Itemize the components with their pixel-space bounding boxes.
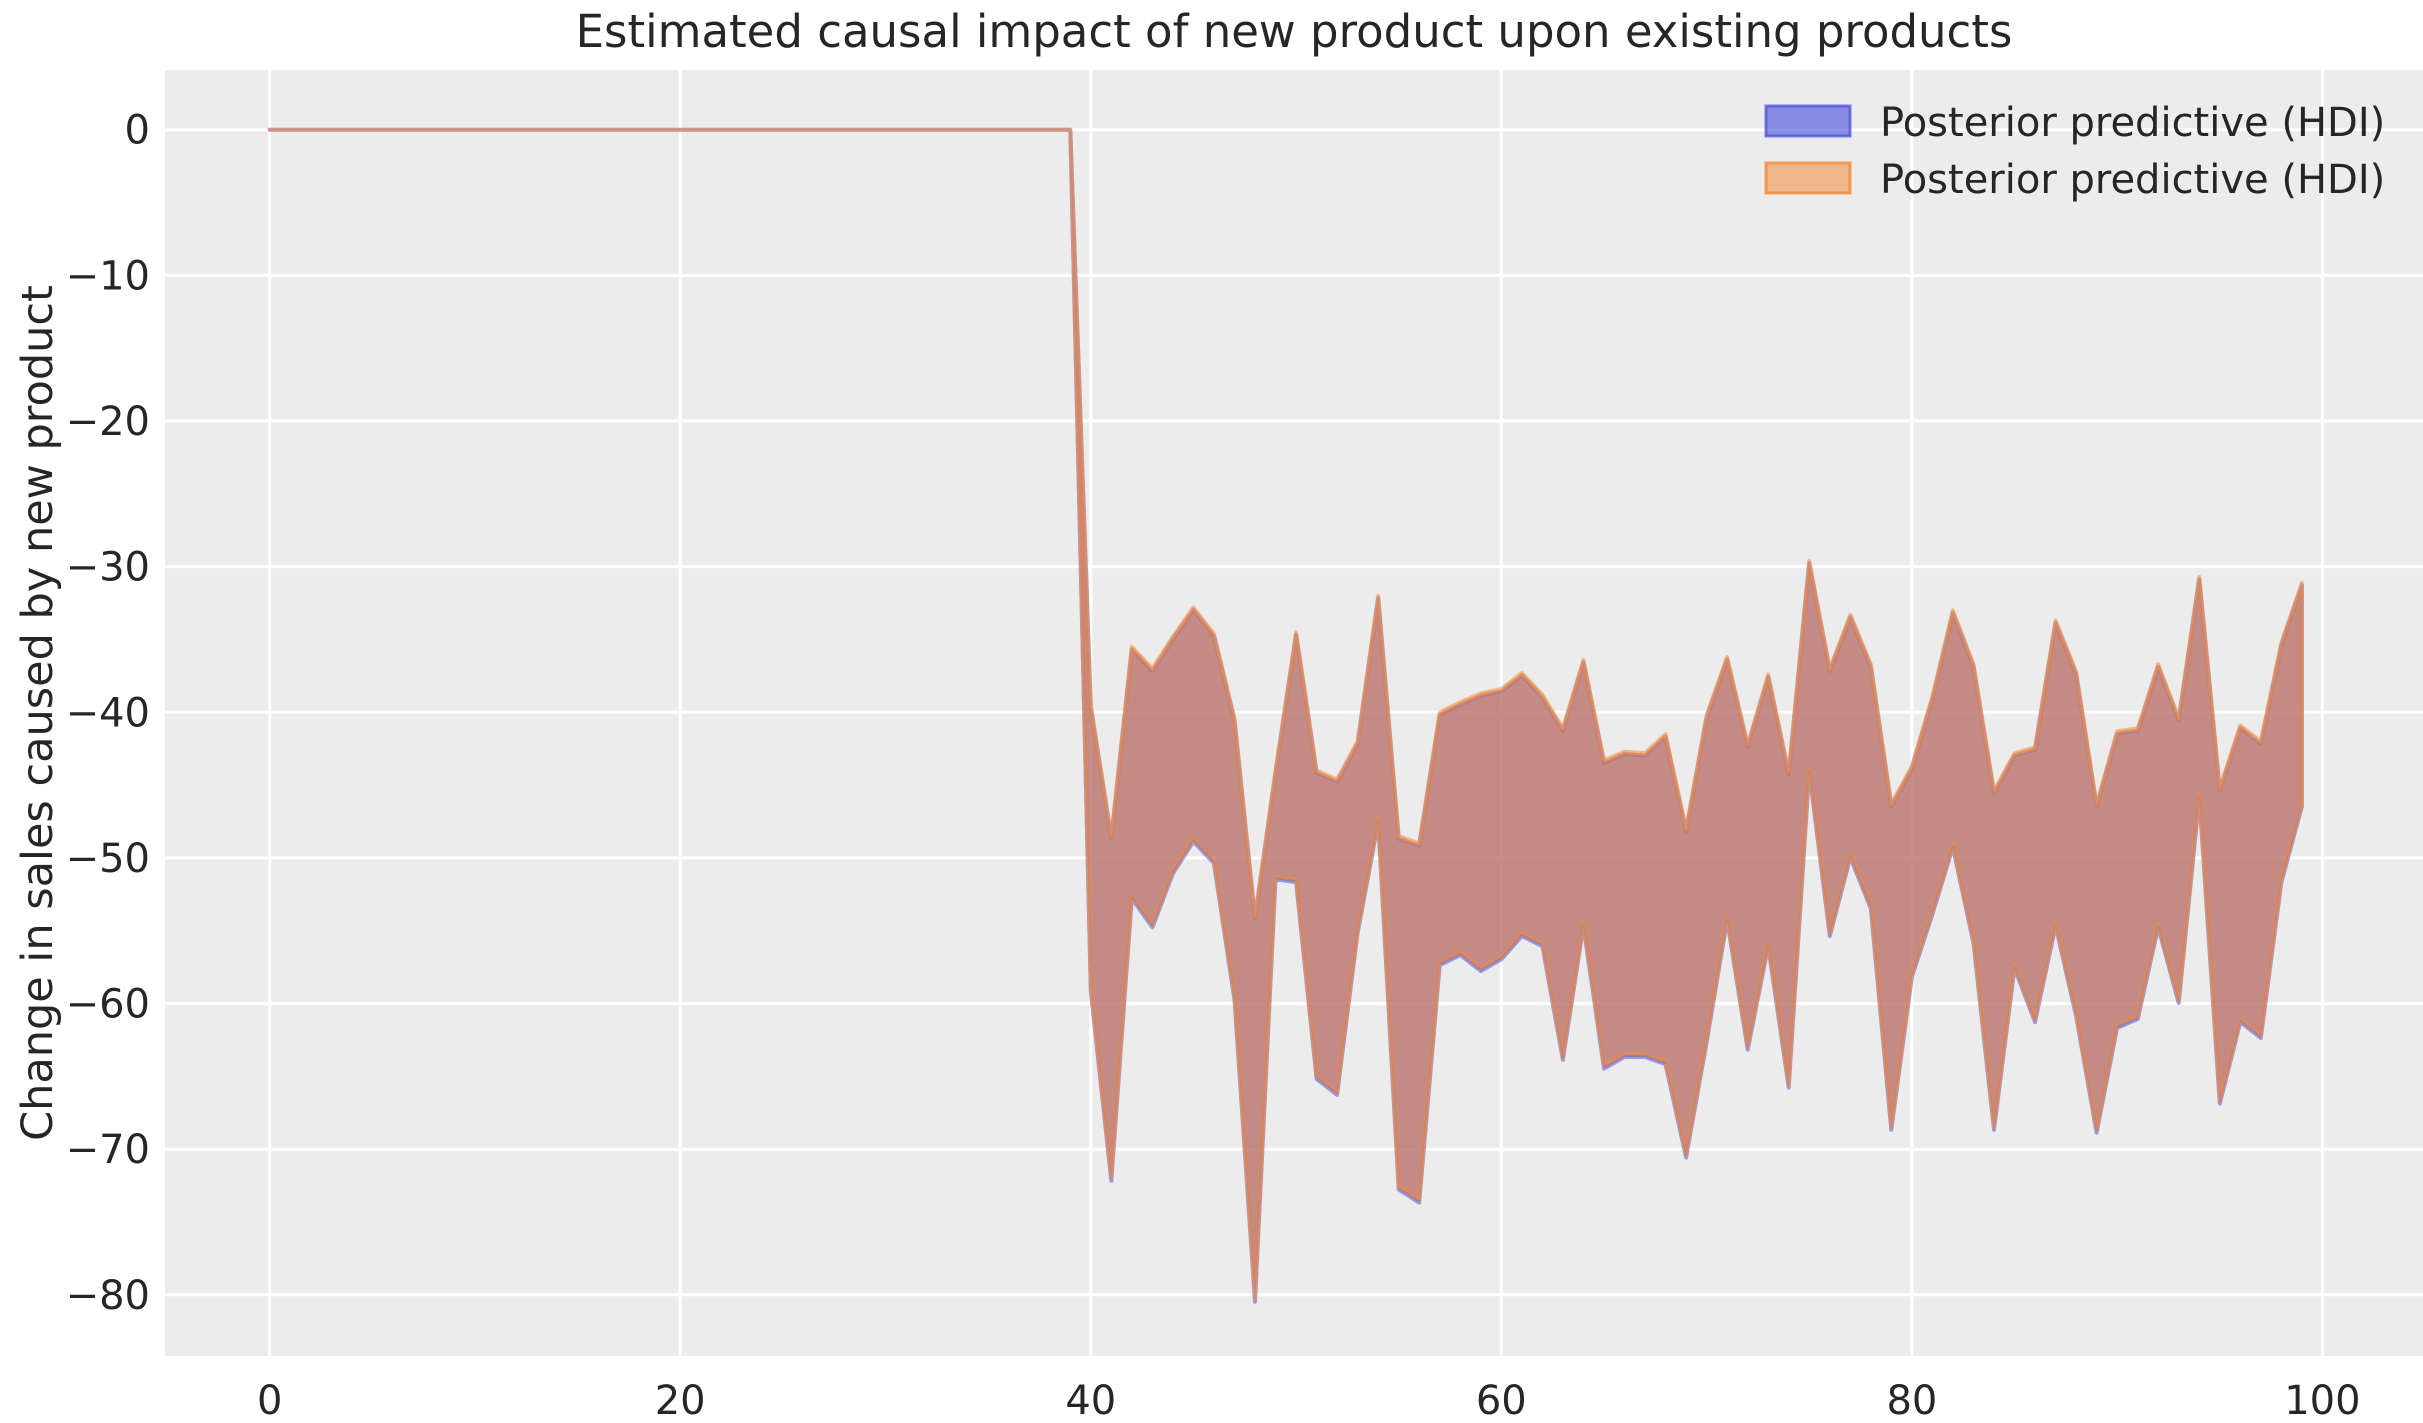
y-tick-label-−80: −80 <box>66 1273 150 1319</box>
y-tick-label-−70: −70 <box>66 1127 150 1173</box>
y-tick-label-−30: −30 <box>66 545 150 591</box>
y-tick-label-−20: −20 <box>66 399 150 445</box>
x-tick-label-80: 80 <box>1886 1378 1937 1423</box>
y-tick-label-0: 0 <box>125 108 150 154</box>
legend-label-posterior-predictive-blue: Posterior predictive (HDI) <box>1880 100 2385 146</box>
x-tick-label-0: 0 <box>257 1378 282 1423</box>
legend-swatch-posterior-predictive-blue <box>1764 104 1852 138</box>
y-tick-label-−10: −10 <box>66 253 150 299</box>
hdi-band-orange <box>267 127 2304 1302</box>
legend-label-posterior-predictive-orange: Posterior predictive (HDI) <box>1880 157 2385 203</box>
y-tick-label-−50: −50 <box>66 836 150 882</box>
y-axis-label: Change in sales caused by new product <box>13 285 63 1141</box>
x-tick-label-60: 60 <box>1476 1378 1527 1423</box>
tick-labels: 0 20 40 60 80 100 0 −10 −20 −30 −40 −50 −60 −70 −80 <box>66 108 2361 1423</box>
y-tick-label-−40: −40 <box>66 690 150 736</box>
chart-title: Estimated causal impact of new product u… <box>576 5 2013 58</box>
legend-swatch-posterior-predictive-orange <box>1764 161 1852 195</box>
y-tick-label-−60: −60 <box>66 982 150 1028</box>
x-tick-label-20: 20 <box>655 1378 706 1423</box>
x-tick-label-40: 40 <box>1065 1378 1116 1423</box>
legend: Posterior predictive (HDI) Posterior pre… <box>1764 100 2385 203</box>
x-tick-label-100: 100 <box>2284 1378 2360 1423</box>
hdi-bands <box>267 127 2304 1304</box>
